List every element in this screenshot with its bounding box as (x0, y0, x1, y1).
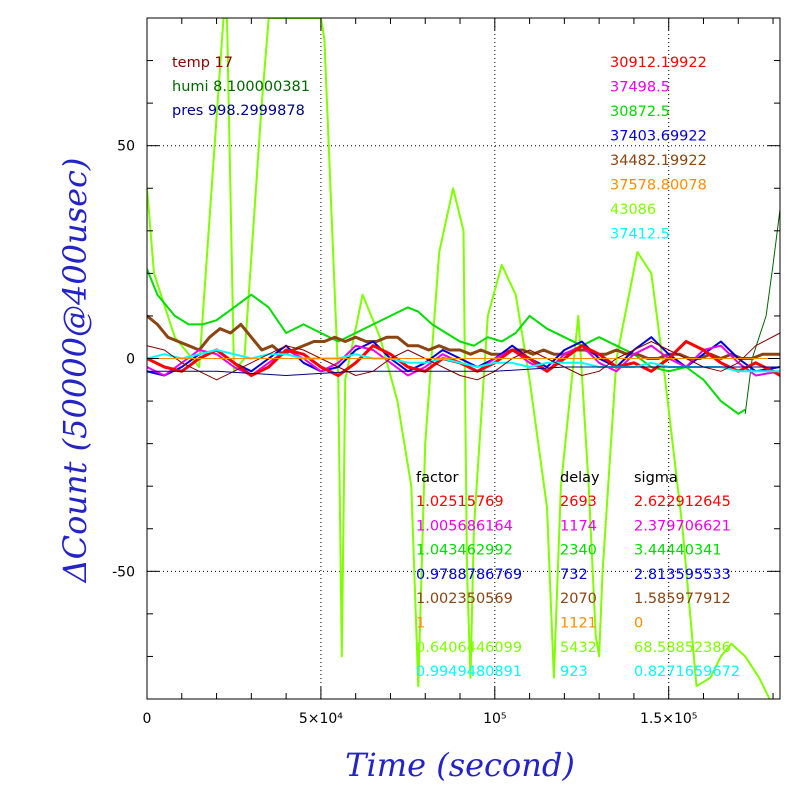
table-cell-factor: 1.02515769 (416, 494, 504, 510)
series-legend-label: 30872.5 (610, 104, 670, 120)
env-annotation: pres 998.2999878 (172, 103, 305, 119)
table-cell-delay: 1174 (560, 518, 597, 534)
table-cell-factor: 1.043462992 (416, 543, 513, 559)
series-line-9 (147, 332, 780, 381)
table-cell-factor: 0.9949480891 (416, 664, 522, 680)
table-cell-factor: 0.6406446099 (416, 640, 522, 656)
y-axis-title: ΔCount (50000@400usec) (56, 158, 94, 585)
table-cell-factor: 1.002350569 (416, 591, 513, 607)
series-line-2 (147, 268, 746, 415)
table-cell-delay: 2340 (560, 543, 597, 559)
table-cell-delay: 5432 (560, 640, 597, 656)
table-header: sigma (634, 470, 678, 486)
y-tick-label: 50 (117, 139, 135, 155)
series-line-1 (147, 18, 771, 699)
table-cell-sigma: 2.379706621 (634, 518, 731, 534)
table-cell-factor: 0.9788786769 (416, 567, 522, 583)
table-cell-sigma: 0 (634, 616, 643, 632)
table-cell-sigma: 2.622912645 (634, 494, 731, 510)
table-cell-delay: 2693 (560, 494, 597, 510)
table-cell-sigma: 0.8271659672 (634, 664, 740, 680)
annotations: temp 17 humi 8.100000381 pres 998.2999878 3… (172, 55, 740, 680)
table-cell-sigma: 68.58852386 (634, 640, 731, 656)
table-cell-sigma: 3.44440341 (634, 543, 722, 559)
table-cell-factor: 1.005686164 (416, 518, 513, 534)
table-cell-delay: 1121 (560, 616, 597, 632)
series-legend-label: 37578.80078 (610, 178, 707, 194)
y-tick-label: -50 (112, 564, 135, 580)
axis-ticks: 0 5×10⁴ 10⁵ 1.5×10⁵ 50 0 -50 (112, 17, 780, 727)
series-legend-label: 37403.69922 (610, 129, 707, 145)
x-tick-label: 1.5×10⁵ (640, 711, 697, 727)
table-header: delay (560, 470, 600, 486)
table-cell-delay: 923 (560, 664, 588, 680)
series-legend-label: 43086 (610, 202, 656, 218)
x-tick-label: 0 (143, 711, 152, 727)
series-legend-label: 37412.5 (610, 227, 670, 243)
x-tick-label: 5×10⁴ (299, 711, 343, 727)
data-series (147, 18, 780, 699)
y-tick-label: 0 (126, 352, 135, 368)
table-header: factor (416, 470, 459, 486)
table-cell-factor: 1 (416, 616, 425, 632)
env-annotation: temp 17 (172, 55, 233, 71)
series-legend-label: 37498.5 (610, 80, 670, 96)
series-line-3 (744, 209, 780, 414)
x-axis-title: Time (second) (345, 746, 575, 784)
table-cell-delay: 2070 (560, 591, 597, 607)
table-cell-sigma: 2.813595533 (634, 567, 731, 583)
table-cell-delay: 732 (560, 567, 588, 583)
series-line-10 (147, 366, 780, 376)
series-legend-label: 34482.19922 (610, 153, 707, 169)
env-annotation: humi 8.100000381 (172, 79, 310, 95)
series-legend-label: 30912.19922 (610, 55, 707, 71)
table-cell-sigma: 1.585977912 (634, 591, 731, 607)
x-tick-label: 10⁵ (483, 711, 506, 727)
series-line-7 (147, 340, 780, 377)
